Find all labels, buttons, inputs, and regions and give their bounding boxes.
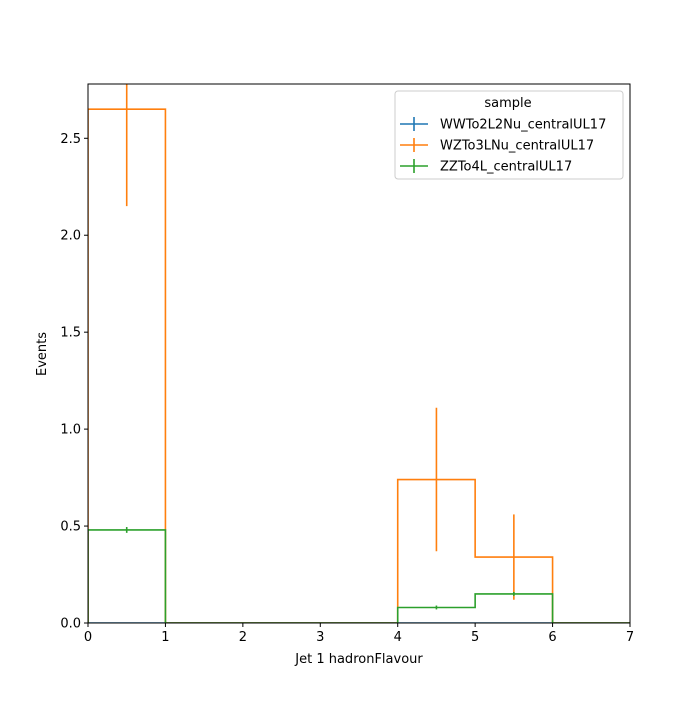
legend-entry-label: WWTo2L2Nu_centralUL17 [440,118,606,133]
x-tick-label: 5 [471,630,479,645]
x-tick-label: 2 [239,630,247,645]
x-tick-label: 3 [316,630,324,645]
y-tick-label: 1.5 [60,326,81,341]
y-tick-label: 2.5 [60,132,81,147]
x-tick-label: 4 [394,630,402,645]
y-tick-label: 1.0 [60,423,81,438]
legend-title: sample [484,96,531,111]
y-tick-label: 0.0 [60,617,81,632]
y-axis-label: Events [35,332,50,376]
plot-area [87,83,631,624]
legend-entry-label: WZTo3LNu_centralUL17 [440,139,594,154]
axes-frame [87,83,631,624]
legend: sample WWTo2L2Nu_centralUL17 WZTo3LNu_cen… [394,90,624,180]
x-axis-ticks: 0 1 2 3 4 5 6 7 [84,623,634,645]
y-axis-ticks: 0.0 0.5 1.0 1.5 2.0 2.5 [60,132,88,632]
legend-entry-label: ZZTo4L_centralUL17 [440,160,572,175]
x-tick-label: 6 [548,630,556,645]
x-axis-label: Jet 1 hadronFlavour [294,652,423,667]
histogram-step-2 [88,529,630,623]
legend-box [394,90,624,180]
x-tick-label: 7 [626,630,634,645]
y-tick-label: 2.0 [60,229,81,244]
y-tick-label: 0.5 [60,520,81,535]
histogram-step-1 [88,108,630,623]
series-layer [88,84,630,623]
x-tick-label: 0 [84,630,92,645]
x-tick-label: 1 [161,630,169,645]
